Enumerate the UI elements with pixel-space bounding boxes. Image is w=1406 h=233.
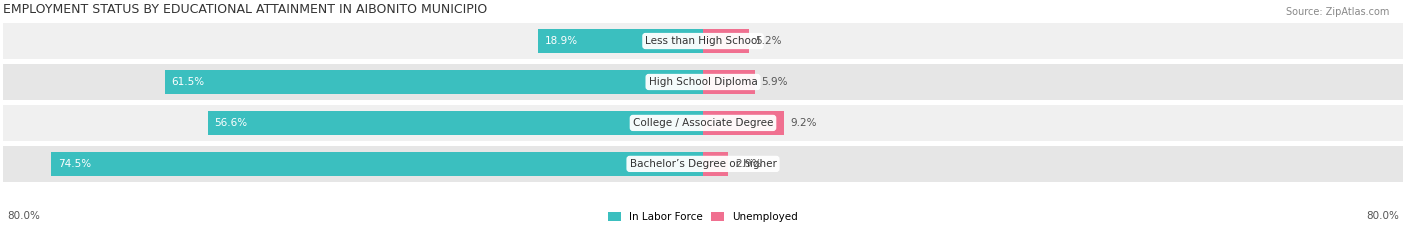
Bar: [703, 29, 748, 53]
Bar: [703, 152, 728, 176]
Text: 61.5%: 61.5%: [172, 77, 205, 87]
Text: 5.2%: 5.2%: [755, 36, 782, 46]
Bar: [537, 29, 703, 53]
Text: High School Diploma: High School Diploma: [648, 77, 758, 87]
Text: 5.9%: 5.9%: [762, 77, 789, 87]
Text: 18.9%: 18.9%: [544, 36, 578, 46]
Text: Less than High School: Less than High School: [645, 36, 761, 46]
Bar: [703, 70, 755, 94]
Bar: [208, 111, 703, 135]
Text: 74.5%: 74.5%: [58, 159, 91, 169]
Bar: [51, 152, 703, 176]
Text: College / Associate Degree: College / Associate Degree: [633, 118, 773, 128]
Bar: [3, 23, 1403, 59]
Text: EMPLOYMENT STATUS BY EDUCATIONAL ATTAINMENT IN AIBONITO MUNICIPIO: EMPLOYMENT STATUS BY EDUCATIONAL ATTAINM…: [3, 3, 486, 16]
Bar: [3, 105, 1403, 141]
Text: Bachelor’s Degree or higher: Bachelor’s Degree or higher: [630, 159, 776, 169]
Text: 56.6%: 56.6%: [215, 118, 247, 128]
Text: 80.0%: 80.0%: [1367, 211, 1399, 221]
Text: 9.2%: 9.2%: [790, 118, 817, 128]
Text: 2.9%: 2.9%: [735, 159, 762, 169]
Bar: [3, 146, 1403, 182]
Bar: [165, 70, 703, 94]
Text: Source: ZipAtlas.com: Source: ZipAtlas.com: [1285, 7, 1389, 17]
Bar: [3, 64, 1403, 100]
Legend: In Labor Force, Unemployed: In Labor Force, Unemployed: [605, 208, 801, 226]
Bar: [703, 111, 783, 135]
Text: 80.0%: 80.0%: [7, 211, 39, 221]
